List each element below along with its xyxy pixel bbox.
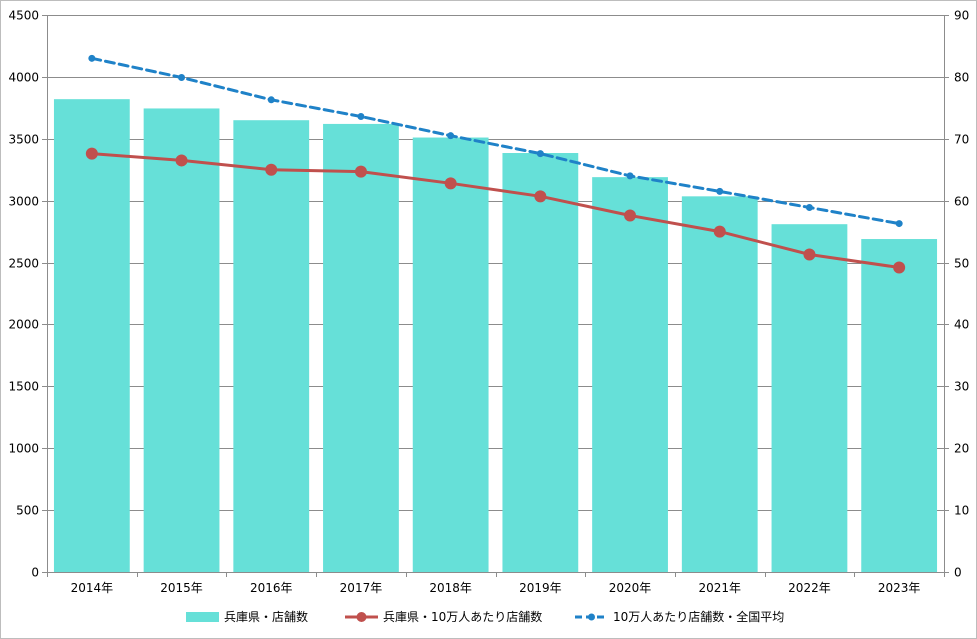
bar bbox=[502, 153, 579, 573]
legend-marker bbox=[356, 612, 367, 622]
bar bbox=[53, 99, 130, 573]
series-point bbox=[803, 248, 816, 261]
right-axis-tick-label: 10 bbox=[954, 504, 969, 518]
legend-label: 兵庫県・10万人あたり店舗数 bbox=[383, 609, 542, 624]
bar-series bbox=[53, 99, 938, 573]
legend-marker bbox=[588, 613, 595, 621]
dashed-series-point bbox=[536, 150, 544, 158]
left-axis-tick-label: 2000 bbox=[8, 318, 39, 332]
right-axis-tick-label: 70 bbox=[954, 133, 969, 147]
x-axis-tick-label: 2015年 bbox=[160, 581, 203, 595]
dashed-series-point bbox=[357, 112, 365, 120]
right-axis-tick-label: 80 bbox=[954, 71, 969, 85]
legend-label: 10万人あたり店舗数・全国平均 bbox=[613, 609, 784, 624]
series-line bbox=[90, 152, 901, 269]
right-axis-tick-label: 90 bbox=[954, 9, 969, 23]
bar bbox=[323, 123, 399, 573]
legend-swatch-bar bbox=[186, 612, 219, 622]
dashed-series-point bbox=[895, 220, 903, 228]
left-axis-tick-label: 2500 bbox=[8, 257, 39, 271]
right-axis-tick-label: 20 bbox=[954, 442, 969, 456]
dashed-series-point bbox=[88, 54, 96, 62]
left-axis-tick-label: 500 bbox=[16, 504, 39, 518]
bar bbox=[412, 137, 489, 573]
right-axis-tick-label: 0 bbox=[954, 566, 962, 580]
dashed-series-point bbox=[178, 74, 186, 82]
right-axis-tick-label: 40 bbox=[954, 318, 969, 332]
right-axis-tick-label: 60 bbox=[954, 195, 969, 209]
legend-label: 兵庫県・店舗数 bbox=[224, 609, 308, 624]
bar bbox=[143, 108, 220, 573]
x-axis-tick-label: 2019年 bbox=[519, 581, 562, 595]
left-axis-tick-label: 3000 bbox=[8, 195, 39, 209]
series-point bbox=[893, 261, 906, 274]
dashed-series-line bbox=[90, 56, 901, 226]
left-axis-tick-label: 4000 bbox=[8, 71, 39, 85]
left-axis-tick-label: 1500 bbox=[8, 380, 39, 394]
bar bbox=[592, 177, 668, 572]
series-point bbox=[624, 209, 637, 222]
x-axis-tick-label: 2018年 bbox=[429, 581, 472, 595]
left-axis-tick-label: 4500 bbox=[8, 9, 39, 23]
bar bbox=[861, 239, 938, 572]
series-point bbox=[175, 154, 188, 167]
dashed-series-point bbox=[447, 132, 455, 140]
x-axis-tick-label: 2022年 bbox=[788, 581, 831, 595]
axes bbox=[42, 15, 949, 577]
series-point bbox=[534, 190, 547, 203]
x-axis-tick-label: 2014年 bbox=[71, 581, 114, 595]
series-point bbox=[354, 165, 367, 178]
left-axis-tick-label: 3500 bbox=[8, 133, 39, 147]
left-axis-tick-label: 0 bbox=[31, 566, 39, 580]
x-axis-tick-label: 2016年 bbox=[250, 581, 293, 595]
x-axis-tick-label: 2017年 bbox=[340, 581, 383, 595]
series-point bbox=[265, 163, 278, 176]
line-series bbox=[85, 54, 906, 274]
bar bbox=[233, 120, 310, 572]
x-axis-tick-label: 2020年 bbox=[609, 581, 652, 595]
dashed-series-point bbox=[267, 96, 275, 104]
series-point bbox=[444, 177, 457, 190]
bar bbox=[771, 224, 848, 572]
dashed-series-point bbox=[716, 187, 724, 195]
dashed-series-point bbox=[805, 203, 813, 211]
series-point bbox=[85, 147, 98, 160]
dashed-series-point bbox=[626, 172, 634, 180]
series-point bbox=[713, 225, 726, 238]
legend: 兵庫県・店舗数 兵庫県・10万人あたり店舗数 10万人あたり店舗数・全国平均 bbox=[186, 609, 784, 624]
tick-labels: 0 500 1000 1500 2000 2500 3000 3500 4000 4500 0 10 2… bbox=[8, 9, 969, 596]
bar bbox=[681, 196, 758, 572]
x-axis-tick-label: 2021年 bbox=[698, 581, 741, 595]
x-axis-tick-label: 2023年 bbox=[878, 581, 921, 595]
right-axis-tick-label: 30 bbox=[954, 380, 969, 394]
left-axis-tick-label: 1000 bbox=[8, 442, 39, 456]
right-axis-tick-label: 50 bbox=[954, 257, 969, 271]
